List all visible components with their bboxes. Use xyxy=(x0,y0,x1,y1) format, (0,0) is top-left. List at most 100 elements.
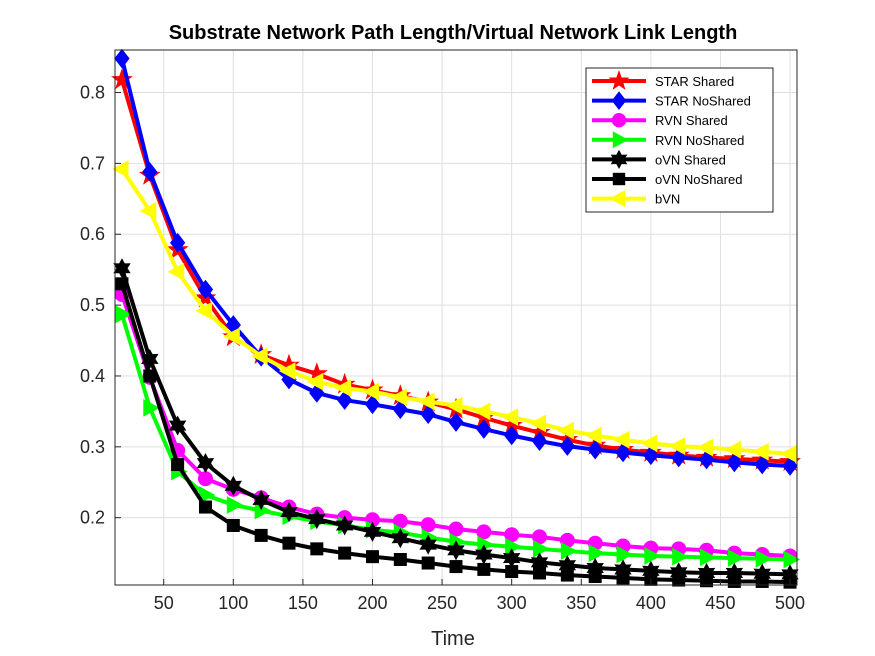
data-point xyxy=(362,382,379,401)
legend: STAR Shared STAR NoShared RVN Shared RVN No… xyxy=(585,67,774,213)
series-ovn-noshared xyxy=(115,277,797,589)
x-tick-label: 300 xyxy=(497,593,527,613)
legend-marker xyxy=(609,190,626,208)
y-tick-label: 0.3 xyxy=(80,437,105,457)
data-point xyxy=(278,362,296,380)
data-point xyxy=(338,546,352,560)
data-point xyxy=(195,301,212,320)
data-point xyxy=(335,515,354,536)
x-tick-label: 500 xyxy=(775,593,805,613)
data-point xyxy=(364,394,381,415)
legend-item: RVN NoShared xyxy=(592,131,744,149)
data-point xyxy=(783,550,801,569)
data-point xyxy=(477,562,491,576)
data-point xyxy=(337,390,353,410)
data-point xyxy=(533,540,550,558)
data-point xyxy=(782,456,798,476)
x-tick-label: 150 xyxy=(288,593,318,613)
grid-layer xyxy=(115,50,797,585)
x-tick-label: 250 xyxy=(427,593,457,613)
data-point xyxy=(698,449,715,470)
data-point xyxy=(754,454,770,475)
data-point xyxy=(672,547,689,566)
legend-item: oVN NoShared xyxy=(592,172,742,187)
data-point xyxy=(726,452,743,473)
data-point xyxy=(418,392,435,411)
data-point xyxy=(391,528,410,549)
x-tick-label: 450 xyxy=(705,593,735,613)
data-point xyxy=(612,430,630,449)
y-tick-label: 0.6 xyxy=(80,224,105,244)
data-point xyxy=(615,442,631,463)
data-point xyxy=(533,566,547,580)
data-point xyxy=(727,549,745,567)
legend-item: STAR NoShared xyxy=(592,91,751,110)
data-point xyxy=(115,277,129,291)
data-point xyxy=(334,379,352,397)
y-tick-label: 0.7 xyxy=(80,153,105,173)
data-point xyxy=(393,552,407,566)
x-tick-label: 50 xyxy=(154,593,174,613)
data-point xyxy=(197,471,213,487)
y-tick-label: 0.8 xyxy=(80,83,105,103)
data-point xyxy=(531,431,548,451)
data-point xyxy=(505,565,519,579)
data-point xyxy=(724,440,741,459)
data-point xyxy=(282,536,296,550)
data-point xyxy=(504,425,520,446)
legend-marker xyxy=(612,172,626,186)
data-point xyxy=(198,500,212,514)
data-point xyxy=(529,414,547,433)
data-point xyxy=(588,569,602,583)
plot-area-border xyxy=(114,49,798,586)
data-point xyxy=(668,437,686,455)
legend-label: RVN NoShared xyxy=(655,133,744,148)
legend-item: oVN Shared xyxy=(592,149,726,170)
data-point xyxy=(167,262,185,281)
data-point xyxy=(616,545,634,564)
data-point xyxy=(363,521,382,542)
data-point xyxy=(113,258,131,279)
data-point xyxy=(420,404,436,425)
legend-marker xyxy=(611,91,627,110)
data-point xyxy=(755,549,773,568)
legend-label: oVN Shared xyxy=(655,152,726,167)
data-point xyxy=(142,162,158,182)
legend-marker xyxy=(612,131,629,149)
legend-label: bVN xyxy=(655,192,680,207)
data-point xyxy=(115,305,133,324)
y-tick-label: 0.4 xyxy=(80,366,105,386)
data-point xyxy=(559,436,575,456)
data-point xyxy=(473,402,491,421)
data-point xyxy=(420,517,436,533)
data-point xyxy=(139,202,157,220)
data-point xyxy=(223,327,240,346)
data-point xyxy=(445,396,463,415)
x-tick-label: 100 xyxy=(218,593,248,613)
y-tick-label: 0.2 xyxy=(80,508,105,528)
data-point xyxy=(226,518,240,532)
data-point xyxy=(616,571,630,585)
data-point xyxy=(143,369,157,383)
data-point xyxy=(226,496,244,514)
data-point xyxy=(449,560,463,574)
data-point xyxy=(280,501,298,523)
data-point xyxy=(252,489,270,511)
data-point xyxy=(644,547,661,565)
data-point xyxy=(111,160,129,178)
legend-marker xyxy=(611,113,627,128)
series-star-noshared xyxy=(114,48,798,476)
data-point xyxy=(560,568,574,582)
legend-label: RVN Shared xyxy=(655,113,728,128)
data-point xyxy=(557,421,574,440)
data-point xyxy=(448,521,464,537)
legend-item: bVN xyxy=(592,190,680,208)
data-point xyxy=(755,574,769,588)
data-point xyxy=(224,475,243,496)
data-point xyxy=(365,550,379,564)
data-point xyxy=(310,542,324,556)
data-point xyxy=(696,438,714,457)
data-point xyxy=(171,458,185,472)
data-point xyxy=(560,542,578,560)
